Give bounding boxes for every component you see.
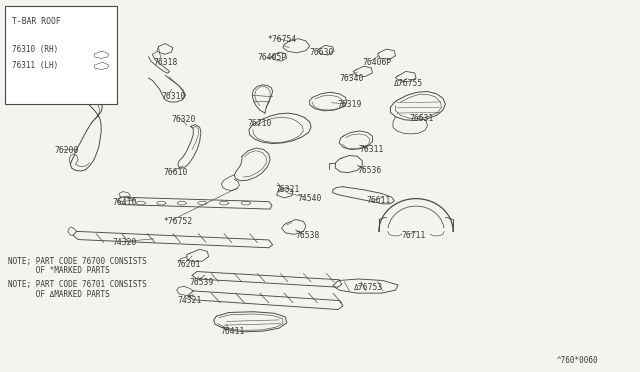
Text: Δ76753: Δ76753 [354,283,383,292]
Text: 76311 (LH): 76311 (LH) [12,61,58,70]
Text: NOTE; PART CODE 76701 CONSISTS: NOTE; PART CODE 76701 CONSISTS [8,280,147,289]
Text: 76406P: 76406P [363,58,392,67]
Text: 74540: 74540 [298,194,322,203]
Text: 76340: 76340 [339,74,364,83]
Bar [5,6,117,104]
Text: 76318: 76318 [154,58,178,67]
Text: 76410: 76410 [112,198,136,207]
Text: *76752: *76752 [164,217,193,226]
Text: 76630: 76630 [309,48,333,57]
Text: NOTE; PART CODE 76700 CONSISTS: NOTE; PART CODE 76700 CONSISTS [8,257,147,266]
Text: 76611: 76611 [366,196,390,205]
Text: OF *MARKED PARTS: OF *MARKED PARTS [8,266,109,275]
Text: 76539: 76539 [189,278,214,287]
Text: 76710: 76710 [248,119,272,128]
Text: 76536: 76536 [357,166,381,174]
Text: 74321: 74321 [178,296,202,305]
Text: 76320: 76320 [172,115,196,124]
Text: 76631: 76631 [410,114,434,123]
Text: 76405P: 76405P [257,53,287,62]
Text: 76201: 76201 [177,260,201,269]
Text: 76711: 76711 [401,231,426,240]
Text: 76310 (RH): 76310 (RH) [12,45,58,54]
Text: *76754: *76754 [268,35,297,44]
Text: 74320: 74320 [112,238,136,247]
Text: 76538: 76538 [296,231,320,240]
Text: 76411: 76411 [221,327,245,336]
Text: 76321: 76321 [275,185,300,194]
Text: Δ76755: Δ76755 [394,79,423,88]
Text: ^760*0060: ^760*0060 [557,356,598,365]
Text: T-BAR ROOF: T-BAR ROOF [12,17,60,26]
Text: 76200: 76200 [54,146,79,155]
Text: 76310: 76310 [161,92,186,101]
Text: 76311: 76311 [360,145,384,154]
Text: 76610: 76610 [163,169,188,177]
Text: 76319: 76319 [337,100,362,109]
Text: OF ΔMARKED PARTS: OF ΔMARKED PARTS [8,290,109,299]
